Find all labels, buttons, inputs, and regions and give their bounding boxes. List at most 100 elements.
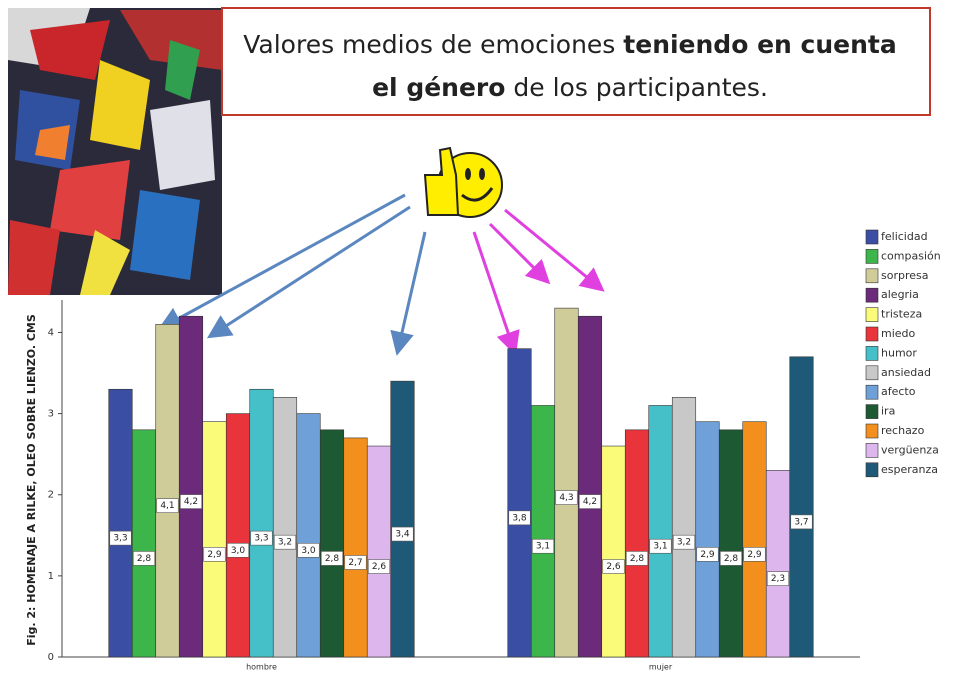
- value-label: 3,0: [231, 546, 246, 556]
- value-label: 2,8: [630, 554, 645, 564]
- title-part: de los participantes.: [505, 73, 767, 102]
- bar: [718, 429, 744, 658]
- value-label: 2,9: [700, 550, 715, 560]
- title-box: [221, 7, 931, 116]
- bar: [765, 470, 791, 658]
- bar: [507, 348, 532, 658]
- value-label-box: [320, 551, 344, 566]
- value-label: 2,7: [348, 558, 362, 568]
- legend-label: miedo: [881, 327, 916, 340]
- legend-swatch: [865, 443, 879, 458]
- value-label-box: [766, 571, 790, 586]
- value-label: 2,9: [207, 550, 222, 560]
- value-label-box: [250, 530, 273, 546]
- value-label: 3,2: [677, 538, 691, 548]
- bar: [343, 437, 368, 658]
- bar: [296, 413, 321, 658]
- value-label-box: [226, 542, 250, 558]
- bar: [366, 445, 392, 658]
- value-label-box: [696, 547, 719, 562]
- bar: [624, 429, 650, 658]
- value-label-box: [156, 498, 179, 513]
- legend-label: esperanza: [881, 463, 938, 476]
- bar: [178, 315, 204, 658]
- legend-swatch: [865, 404, 879, 419]
- value-label-box: [672, 534, 696, 550]
- legend-swatch: [865, 326, 879, 342]
- legend-label: tristeza: [881, 308, 922, 321]
- bar: [554, 307, 579, 658]
- legend-swatch: [865, 307, 879, 322]
- title-part: el género: [372, 73, 505, 102]
- y-tick-label: 0: [48, 652, 54, 663]
- legend-label: ira: [881, 405, 895, 418]
- bar: [601, 445, 626, 658]
- value-label-box: [743, 547, 766, 562]
- legend-swatch: [865, 462, 879, 478]
- bar: [577, 315, 603, 658]
- value-label: 4,2: [184, 497, 198, 507]
- value-label-box: [719, 551, 743, 566]
- value-label: 4,3: [559, 493, 573, 503]
- y-tick-label: 3: [48, 409, 54, 420]
- title-part: Valores medios de emociones: [243, 30, 623, 59]
- value-label-box: [132, 551, 156, 566]
- legend-swatch: [865, 229, 879, 245]
- value-label: 2,8: [724, 554, 739, 564]
- y-tick-label: 2: [48, 490, 54, 501]
- value-label-box: [555, 490, 578, 505]
- legend-label: sorpresa: [881, 269, 929, 282]
- bar: [789, 356, 814, 658]
- caption: Fig. 2: HOMENAJE A RILKE, OLEO SOBRE LIE…: [25, 314, 38, 646]
- legend-swatch: [865, 249, 879, 264]
- value-label-box: [203, 547, 226, 562]
- x-tick-label: hombre: [246, 663, 277, 672]
- value-label: 2,8: [137, 554, 152, 564]
- title-part: teniendo en cuenta: [623, 30, 896, 59]
- value-label-box: [367, 559, 391, 574]
- value-label-box: [391, 526, 414, 542]
- legend-swatch: [865, 346, 879, 361]
- bar: [108, 388, 133, 658]
- value-label-box: [508, 510, 531, 526]
- legend-swatch: [865, 423, 879, 439]
- value-label-box: [297, 542, 320, 558]
- painting: [8, 8, 222, 295]
- legend-label: rechazo: [881, 424, 925, 437]
- value-label: 2,6: [606, 562, 621, 572]
- bar: [695, 421, 720, 658]
- legend-label: compasión: [881, 249, 941, 262]
- bar: [319, 429, 345, 658]
- value-label-box: [578, 494, 602, 509]
- value-label: 2,6: [372, 562, 387, 572]
- bar: [742, 421, 767, 658]
- arrows: [157, 193, 605, 356]
- value-label-box: [649, 538, 672, 554]
- value-label: 3,0: [301, 546, 316, 556]
- legend-label: felicidad: [881, 230, 928, 243]
- bar: [648, 405, 673, 658]
- value-label: 2,9: [747, 550, 762, 560]
- value-label: 2,8: [325, 554, 340, 564]
- bar: [671, 397, 697, 658]
- value-label-box: [790, 514, 813, 530]
- value-label: 3,2: [278, 538, 292, 548]
- value-label: 3,7: [794, 517, 808, 527]
- title: Valores medios de emociones teniendo en …: [243, 30, 896, 102]
- x-tick-label: mujer: [649, 663, 673, 672]
- bar: [202, 421, 227, 658]
- value-label-box: [273, 534, 297, 550]
- bar: [155, 324, 180, 658]
- smiley: [423, 146, 503, 218]
- value-label-box: [109, 530, 132, 546]
- value-label-box: [179, 494, 203, 509]
- value-label: 3,3: [113, 534, 127, 544]
- y-tick-label: 1: [48, 571, 54, 582]
- legend-label: humor: [881, 346, 917, 359]
- value-label: 3,4: [395, 530, 410, 540]
- value-label-box: [602, 559, 625, 574]
- bar: [225, 413, 251, 658]
- bar: [390, 380, 415, 658]
- legend-swatch: [865, 365, 879, 381]
